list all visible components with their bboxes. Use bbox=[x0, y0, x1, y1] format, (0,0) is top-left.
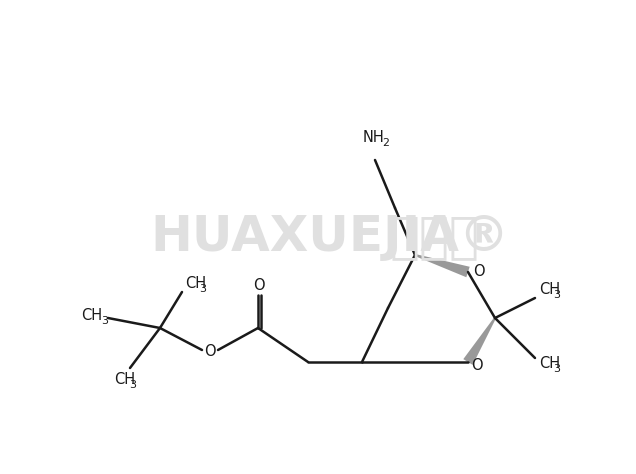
Text: O: O bbox=[471, 358, 483, 374]
Text: 化学加: 化学加 bbox=[390, 213, 480, 261]
Text: 3: 3 bbox=[553, 364, 560, 374]
Text: O: O bbox=[204, 345, 216, 359]
Text: CH: CH bbox=[185, 276, 206, 292]
Text: NH: NH bbox=[362, 130, 384, 146]
Text: CH: CH bbox=[539, 283, 560, 298]
Text: HUAXUEJIA®: HUAXUEJIA® bbox=[150, 213, 509, 261]
Text: 3: 3 bbox=[101, 316, 108, 326]
Polygon shape bbox=[463, 318, 496, 365]
Text: CH: CH bbox=[114, 373, 135, 388]
Polygon shape bbox=[415, 254, 469, 277]
Text: O: O bbox=[253, 277, 265, 292]
Text: 3: 3 bbox=[129, 380, 136, 390]
Text: 3: 3 bbox=[553, 290, 560, 300]
Text: 2: 2 bbox=[383, 138, 389, 148]
Text: O: O bbox=[473, 264, 485, 279]
Text: CH: CH bbox=[81, 309, 102, 323]
Text: CH: CH bbox=[539, 356, 560, 372]
Text: 3: 3 bbox=[200, 284, 207, 294]
